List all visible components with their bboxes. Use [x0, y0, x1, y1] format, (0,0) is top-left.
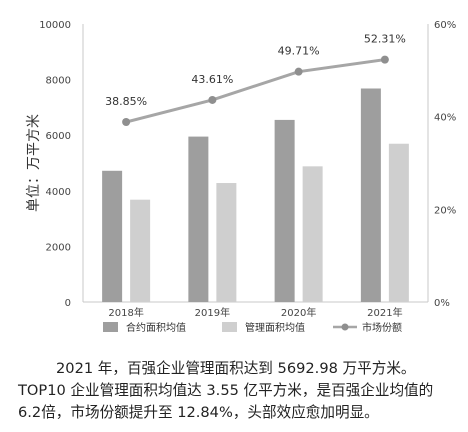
share-point — [380, 55, 389, 64]
y-tick-label: 8000 — [46, 76, 71, 87]
y-axis-label: 单位：万平方米 — [26, 114, 42, 212]
y-tick-label: 4000 — [46, 187, 71, 198]
share-point — [294, 67, 303, 76]
y-tick-label: 2000 — [46, 242, 71, 253]
x-tick-label: 2019年 — [195, 306, 230, 319]
legend-label: 管理面积均值 — [245, 321, 305, 334]
bar — [102, 170, 123, 302]
legend-label: 合约面积均值 — [126, 321, 186, 334]
share-data-label: 38.85% — [105, 95, 147, 108]
y-tick-labels: 0 2000 4000 6000 8000 10000 — [39, 20, 71, 309]
x-tick-label: 2021年 — [367, 306, 402, 319]
legend-swatch — [222, 322, 237, 332]
bar — [274, 119, 295, 302]
y-tick-label: 0 — [65, 298, 71, 309]
caption-line-1: 2021 年，百强企业管理面积达到 5692.98 万平方米。 — [56, 360, 416, 377]
bar — [130, 199, 151, 302]
bar — [216, 183, 237, 302]
bars — [102, 88, 409, 302]
legend-marker — [341, 323, 349, 331]
x-tick-labels: 2018年 2019年 2020年 2021年 — [108, 306, 402, 319]
legend: 合约面积均值 管理面积均值 市场份额 — [103, 321, 402, 334]
chart: 单位：万平方米 0 2000 4000 6000 8000 10000 0% 20% 40% 6… — [26, 20, 456, 334]
x-tick-label: 2018年 — [108, 306, 143, 319]
legend-label: 市场份额 — [362, 321, 402, 334]
y2-tick-label: 20% — [434, 205, 456, 216]
share-point — [122, 117, 131, 126]
y-tick-label: 10000 — [39, 20, 71, 31]
y2-tick-labels: 0% 20% 40% 60% — [434, 20, 456, 309]
share-line-path — [125, 58, 386, 124]
y2-tick-label: 60% — [434, 20, 456, 31]
bar — [302, 166, 323, 302]
caption-line-2: TOP10 企业管理面积均值达 3.55 亿平方米，是百强企业均值的 6.2倍，… — [18, 382, 434, 421]
y-tick-label: 6000 — [46, 131, 71, 142]
bar — [188, 136, 209, 302]
share-point — [208, 95, 217, 104]
share-line: 38.85% 43.61% 49.71% 52.31% — [105, 33, 406, 126]
x-tick-label: 2020年 — [281, 306, 316, 319]
caption: 2021 年，百强企业管理面积达到 5692.98 万平方米。 TOP10 企业… — [18, 358, 458, 424]
bar — [360, 88, 381, 302]
y2-tick-label: 40% — [434, 113, 456, 124]
share-data-label: 43.61% — [191, 73, 233, 86]
bar — [388, 143, 409, 302]
y2-tick-label: 0% — [434, 298, 450, 309]
share-data-label: 52.31% — [364, 33, 406, 46]
legend-swatch — [103, 322, 118, 332]
share-data-label: 49.71% — [278, 45, 320, 58]
